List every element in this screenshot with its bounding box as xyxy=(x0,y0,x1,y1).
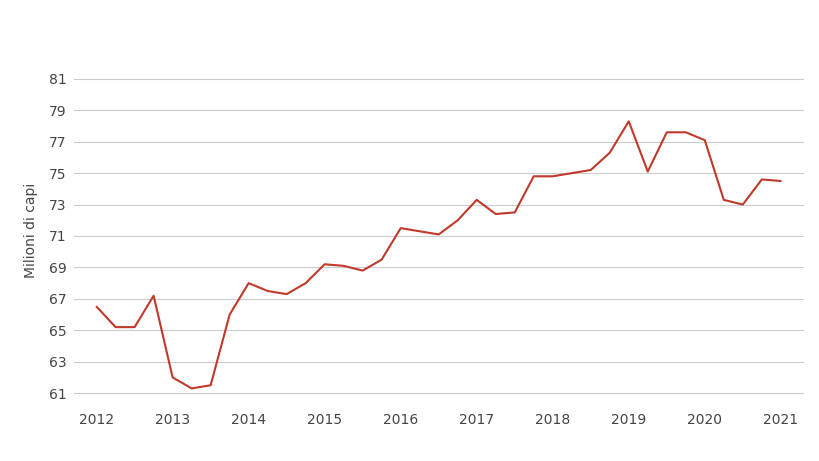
Y-axis label: Milioni di capi: Milioni di capi xyxy=(24,183,38,278)
